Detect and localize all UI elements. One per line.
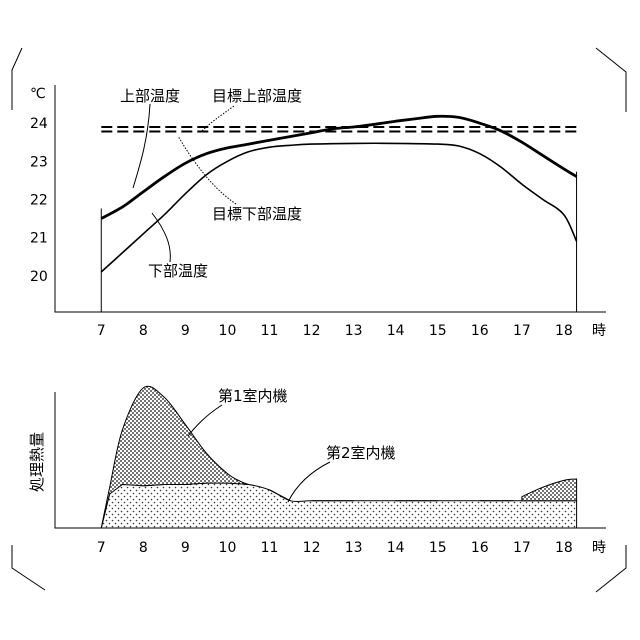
top-series <box>101 116 576 272</box>
series-label-unit-1: 第1室内機 <box>188 387 288 436</box>
bottom-x-tick-4: 11 <box>261 540 279 556</box>
top-y-unit-label: ℃ <box>30 86 46 102</box>
top-x-tick-1: 8 <box>139 323 148 339</box>
top-y-tick-4: 24 <box>30 116 48 132</box>
svg-text:目標下部温度: 目標下部温度 <box>212 205 302 223</box>
series-label-lower-temp: 下部温度 <box>148 213 208 280</box>
top-x-tick-10: 17 <box>513 323 531 339</box>
bottom-x-unit-label: 時 <box>592 540 606 556</box>
bottom-tick-labels: 7 8 9 10 11 12 13 14 15 16 17 18 <box>97 540 573 556</box>
top-y-tick-3: 23 <box>30 154 48 170</box>
top-y-tick-2: 22 <box>30 192 48 208</box>
top-tick-labels: 7 8 9 10 11 12 13 14 15 16 17 18 20 21 22 23 24 <box>30 116 573 339</box>
top-x-tick-4: 11 <box>261 323 279 339</box>
svg-text:第2室内機: 第2室内機 <box>326 444 396 462</box>
series-line-1 <box>101 143 576 272</box>
svg-text:上部温度: 上部温度 <box>120 87 180 105</box>
series-label-target-upper: 目標上部温度 <box>202 87 302 131</box>
top-y-tick-1: 21 <box>30 231 48 247</box>
top-x-tick-2: 9 <box>181 323 190 339</box>
bottom-x-tick-7: 14 <box>387 540 405 556</box>
area-unit-2 <box>101 483 576 528</box>
bottom-x-tick-10: 17 <box>513 540 531 556</box>
leader-target-lower <box>178 136 236 204</box>
top-x-tick-6: 13 <box>345 323 363 339</box>
area-unit-1-part-5 <box>522 479 577 501</box>
leader-upper-temp <box>133 104 150 188</box>
bottom-y-label: 処理熱量 <box>28 432 46 492</box>
top-x-tick-8: 15 <box>429 323 447 339</box>
top-x-tick-3: 10 <box>219 323 237 339</box>
leader-lower-temp <box>152 213 170 262</box>
bottom-x-tick-5: 12 <box>303 540 321 556</box>
svg-text:第1室内機: 第1室内機 <box>218 387 288 405</box>
temperature-chart: 7 8 9 10 11 12 13 14 15 16 17 18 20 21 22 23 24 ℃ 時 上部温度… <box>30 85 606 339</box>
bottom-x-tick-8: 15 <box>429 540 447 556</box>
leader-unit-1 <box>188 405 222 436</box>
svg-text:目標上部温度: 目標上部温度 <box>212 87 302 105</box>
right-bracket-top <box>596 48 626 112</box>
top-x-tick-0: 7 <box>97 323 106 339</box>
left-bracket-top <box>12 48 22 110</box>
top-x-tick-7: 14 <box>387 323 405 339</box>
top-x-tick-11: 18 <box>555 323 573 339</box>
series-label-unit-2: 第2室内機 <box>288 444 396 502</box>
bottom-x-tick-11: 18 <box>555 540 573 556</box>
top-x-unit-label: 時 <box>592 323 606 339</box>
bottom-x-tick-9: 16 <box>471 540 489 556</box>
bottom-x-tick-2: 9 <box>181 540 190 556</box>
heat-chart: 7 8 9 10 11 12 13 14 15 16 17 18 時 処理熱量 第1室内機 第2室内機 <box>28 386 606 556</box>
leader-unit-2 <box>288 462 330 502</box>
bottom-x-tick-3: 10 <box>219 540 237 556</box>
bottom-x-tick-1: 8 <box>139 540 148 556</box>
left-bracket-bottom <box>12 545 45 590</box>
top-axis-lines <box>55 85 606 312</box>
top-y-tick-0: 20 <box>30 269 48 285</box>
series-label-target-lower: 目標下部温度 <box>178 136 302 223</box>
bottom-x-tick-6: 13 <box>345 540 363 556</box>
top-axes <box>55 85 606 312</box>
top-x-tick-5: 12 <box>303 323 321 339</box>
top-x-tick-9: 16 <box>471 323 489 339</box>
svg-text:下部温度: 下部温度 <box>148 262 208 280</box>
bottom-x-tick-0: 7 <box>97 540 106 556</box>
